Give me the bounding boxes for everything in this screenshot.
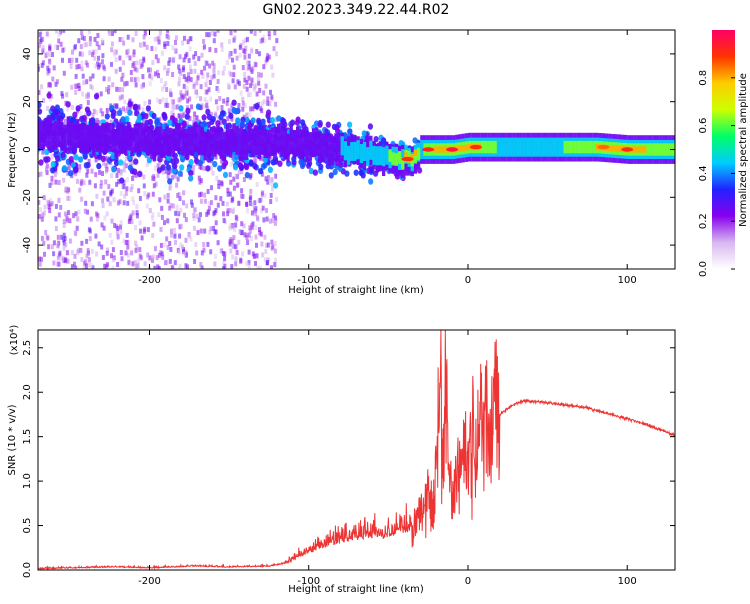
snr-y-tick-label: 0.0 xyxy=(22,562,33,578)
spectrogram-y-tick-label: 0 xyxy=(22,146,33,152)
spectrogram-y-axis: -40 -20 0 20 40 xyxy=(22,48,675,253)
colorbar-label: Normalized spectral amplitude xyxy=(738,73,749,227)
spectrogram-peaks xyxy=(401,144,634,162)
snr-y-scale-label: (x10⁴) xyxy=(9,325,20,356)
colorbar-gradient xyxy=(712,30,735,269)
spectrogram-y-tick-label: 40 xyxy=(22,48,33,61)
colorbar-tick-label: 0.4 xyxy=(698,165,709,181)
snr-y-tick-label: 1.0 xyxy=(22,473,33,489)
snr-x-tick-label: -200 xyxy=(138,576,161,587)
snr-x-label: Height of straight line (km) xyxy=(288,584,424,595)
spectrogram-x-tick-label: 0 xyxy=(465,275,471,286)
spectrogram-y-tick-label: 20 xyxy=(22,95,33,108)
snr-panel: -200 -100 0 100 0.0 0.5 1.0 1.5 2.0 2.5 Height o… xyxy=(7,325,676,595)
spectrogram-x-tick-label: 100 xyxy=(618,275,637,286)
spectrogram-image xyxy=(38,30,675,269)
spectrogram-x-axis: -200 -100 0 100 xyxy=(138,30,637,286)
spectrogram-y-label: Frequency (Hz) xyxy=(7,112,18,188)
colorbar-tick-label: 0.2 xyxy=(698,213,709,229)
snr-y-label: SNR (10 * v/v) xyxy=(7,404,18,475)
colorbar: 0.0 0.2 0.4 0.6 0.8 Normalized spectral ampl… xyxy=(698,30,749,277)
figure-title: GN02.2023.349.22.44.R02 xyxy=(263,2,450,18)
snr-plot-area xyxy=(38,330,675,570)
spectrogram-x-tick-label: -100 xyxy=(297,275,320,286)
snr-x-tick-label: 0 xyxy=(465,576,471,587)
colorbar-tick-label: 0.0 xyxy=(698,261,709,277)
colorbar-tick-label: 0.8 xyxy=(698,70,709,86)
colorbar-tick-label: 0.6 xyxy=(698,118,709,134)
snr-x-axis: -200 -100 0 100 xyxy=(138,330,637,587)
snr-x-tick-label: 100 xyxy=(618,576,637,587)
snr-y-tick-label: 2.0 xyxy=(22,384,33,400)
spectrogram-x-label: Height of straight line (km) xyxy=(288,285,424,296)
colorbar-axis: 0.0 0.2 0.4 0.6 0.8 xyxy=(698,70,735,277)
snr-y-axis: 0.0 0.5 1.0 1.5 2.0 2.5 xyxy=(22,340,675,578)
spectrogram-band xyxy=(38,92,675,189)
snr-y-tick-label: 1.5 xyxy=(22,429,33,445)
spectrogram-y-tick-label: -20 xyxy=(22,189,33,205)
snr-y-tick-label: 2.5 xyxy=(22,340,33,356)
snr-frame xyxy=(37,329,676,571)
snr-series-line xyxy=(38,330,675,570)
snr-x-tick-label: -100 xyxy=(297,576,320,587)
spectrogram-x-tick-label: -200 xyxy=(138,275,161,286)
snr-y-tick-label: 0.5 xyxy=(22,518,33,534)
spectrogram-y-tick-label: -40 xyxy=(22,237,33,253)
